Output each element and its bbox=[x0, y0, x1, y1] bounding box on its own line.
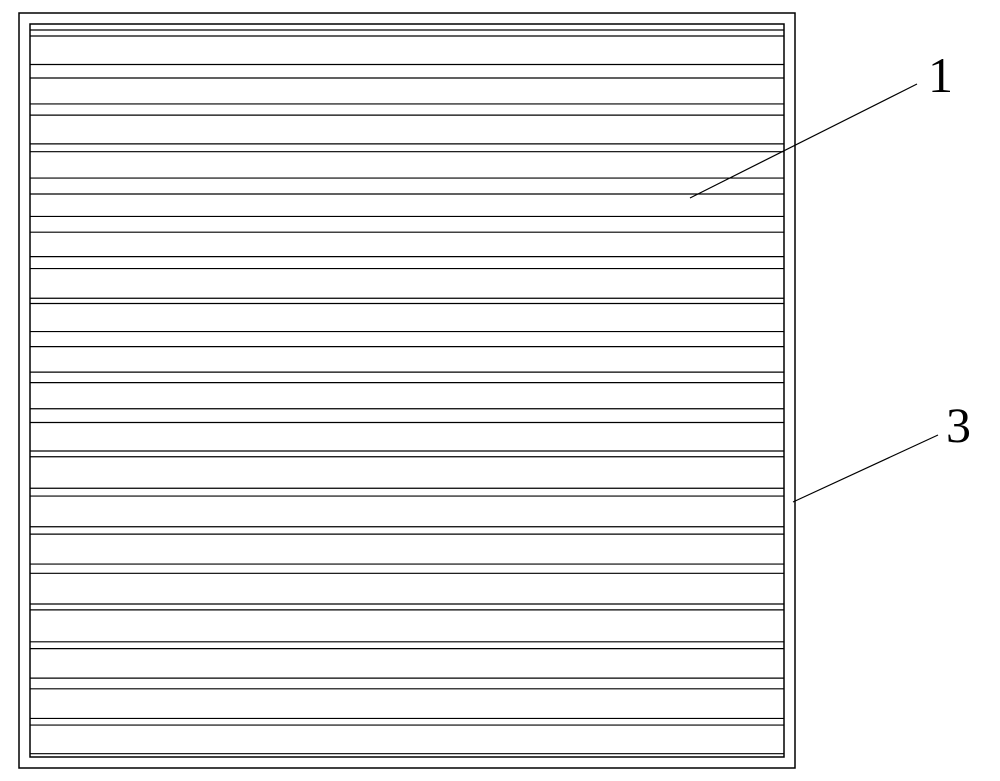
diagram-svg bbox=[0, 0, 1000, 781]
diagram-stage: 13 bbox=[0, 0, 1000, 781]
callout-label-3: 3 bbox=[946, 400, 971, 450]
callout-label-1: 1 bbox=[928, 50, 953, 100]
